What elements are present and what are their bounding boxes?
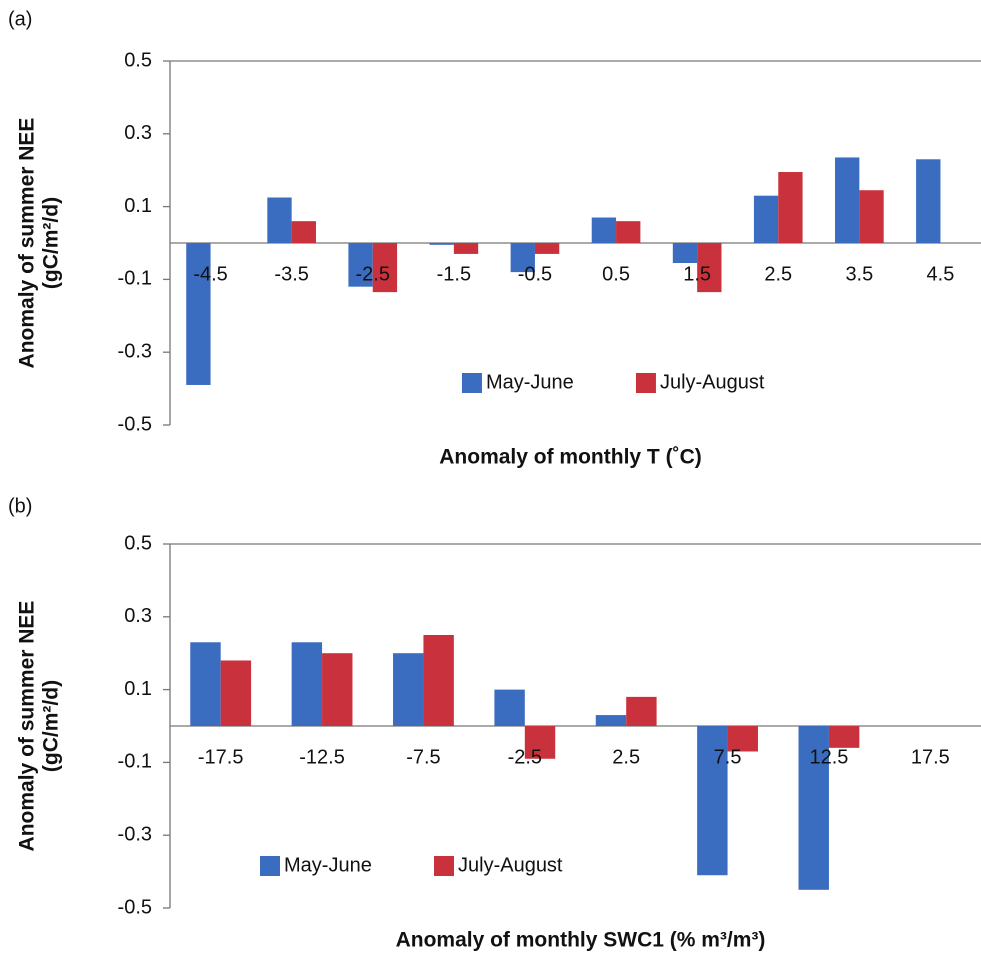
bar <box>220 660 252 726</box>
y-axis-title: Anomaly of summer NEE <box>16 118 39 369</box>
y-axis-title: (gC/m²/d) <box>40 680 63 772</box>
x-tick-label: -0.5 <box>518 263 552 285</box>
x-tick-label: -2.5 <box>508 746 542 768</box>
bar <box>778 172 803 243</box>
x-tick-label: 3.5 <box>845 263 873 285</box>
y-axis-title: Anomaly of summer NEE <box>16 601 39 852</box>
bar <box>423 635 454 726</box>
x-tick-label: 2.5 <box>612 746 640 768</box>
bar <box>672 243 698 264</box>
bar <box>697 726 728 876</box>
y-tick-label: -0.3 <box>118 823 152 845</box>
bar <box>626 696 657 726</box>
legend-label: July-August <box>458 854 563 876</box>
x-tick-label: -2.5 <box>356 263 390 285</box>
legend-label: May-June <box>284 854 372 876</box>
bar <box>190 642 221 726</box>
y-tick-label: 0.1 <box>124 678 152 700</box>
bar <box>835 157 860 243</box>
bar <box>591 217 617 243</box>
bar <box>916 159 941 243</box>
y-tick-label: -0.3 <box>118 340 152 362</box>
x-tick-label: 17.5 <box>911 746 950 768</box>
y-tick-label: -0.5 <box>118 413 152 435</box>
y-tick-label: 0.3 <box>124 122 152 144</box>
x-tick-label: 12.5 <box>809 746 848 768</box>
bar <box>267 197 292 243</box>
bar <box>429 243 454 245</box>
bar <box>524 726 556 759</box>
x-tick-label: -12.5 <box>299 746 345 768</box>
bar <box>372 243 398 293</box>
legend-swatch <box>635 373 656 393</box>
bar <box>727 726 758 752</box>
bar <box>753 195 779 243</box>
x-tick-label: -17.5 <box>198 746 244 768</box>
bar <box>494 689 525 726</box>
bar <box>291 221 316 243</box>
x-axis-title: Anomaly of monthly T (˚C) <box>439 446 701 469</box>
bar <box>510 243 535 273</box>
panel-label: (b) <box>8 495 32 517</box>
y-tick-label: 0.5 <box>124 49 152 71</box>
panel-label: (a) <box>8 8 32 30</box>
y-tick-label: 0.5 <box>124 532 152 554</box>
bar <box>393 653 424 726</box>
x-tick-label: 0.5 <box>602 263 630 285</box>
bar <box>322 653 353 726</box>
x-tick-label: 2.5 <box>764 263 792 285</box>
x-tick-label: -1.5 <box>437 263 471 285</box>
x-tick-label: 1.5 <box>683 263 711 285</box>
bar <box>291 642 323 726</box>
y-tick-label: 0.1 <box>124 195 152 217</box>
legend-label: May-June <box>486 371 574 393</box>
x-tick-label: -4.5 <box>193 263 227 285</box>
y-tick-label: -0.1 <box>118 751 152 773</box>
legend-swatch <box>461 373 482 393</box>
bar <box>798 726 829 890</box>
bar <box>828 726 860 748</box>
bar <box>697 243 722 293</box>
y-axis-title: (gC/m²/d) <box>40 197 63 289</box>
bar <box>595 715 627 726</box>
x-tick-label: 4.5 <box>927 263 955 285</box>
x-axis-title: Anomaly of monthly SWC1 (% m³/m³) <box>396 929 766 952</box>
bar <box>534 243 560 254</box>
bar <box>348 243 373 287</box>
legend-swatch <box>434 856 454 876</box>
bar <box>453 243 479 254</box>
x-tick-label: -3.5 <box>274 263 308 285</box>
bar <box>859 190 884 243</box>
bar <box>186 243 211 385</box>
x-tick-label: 7.5 <box>714 746 742 768</box>
y-tick-label: -0.1 <box>118 268 152 290</box>
y-tick-label: -0.5 <box>118 896 152 918</box>
x-tick-label: -7.5 <box>406 746 440 768</box>
y-tick-label: 0.3 <box>124 605 152 627</box>
legend-label: July-August <box>660 371 765 393</box>
legend-swatch <box>260 856 280 876</box>
bar <box>616 221 641 243</box>
